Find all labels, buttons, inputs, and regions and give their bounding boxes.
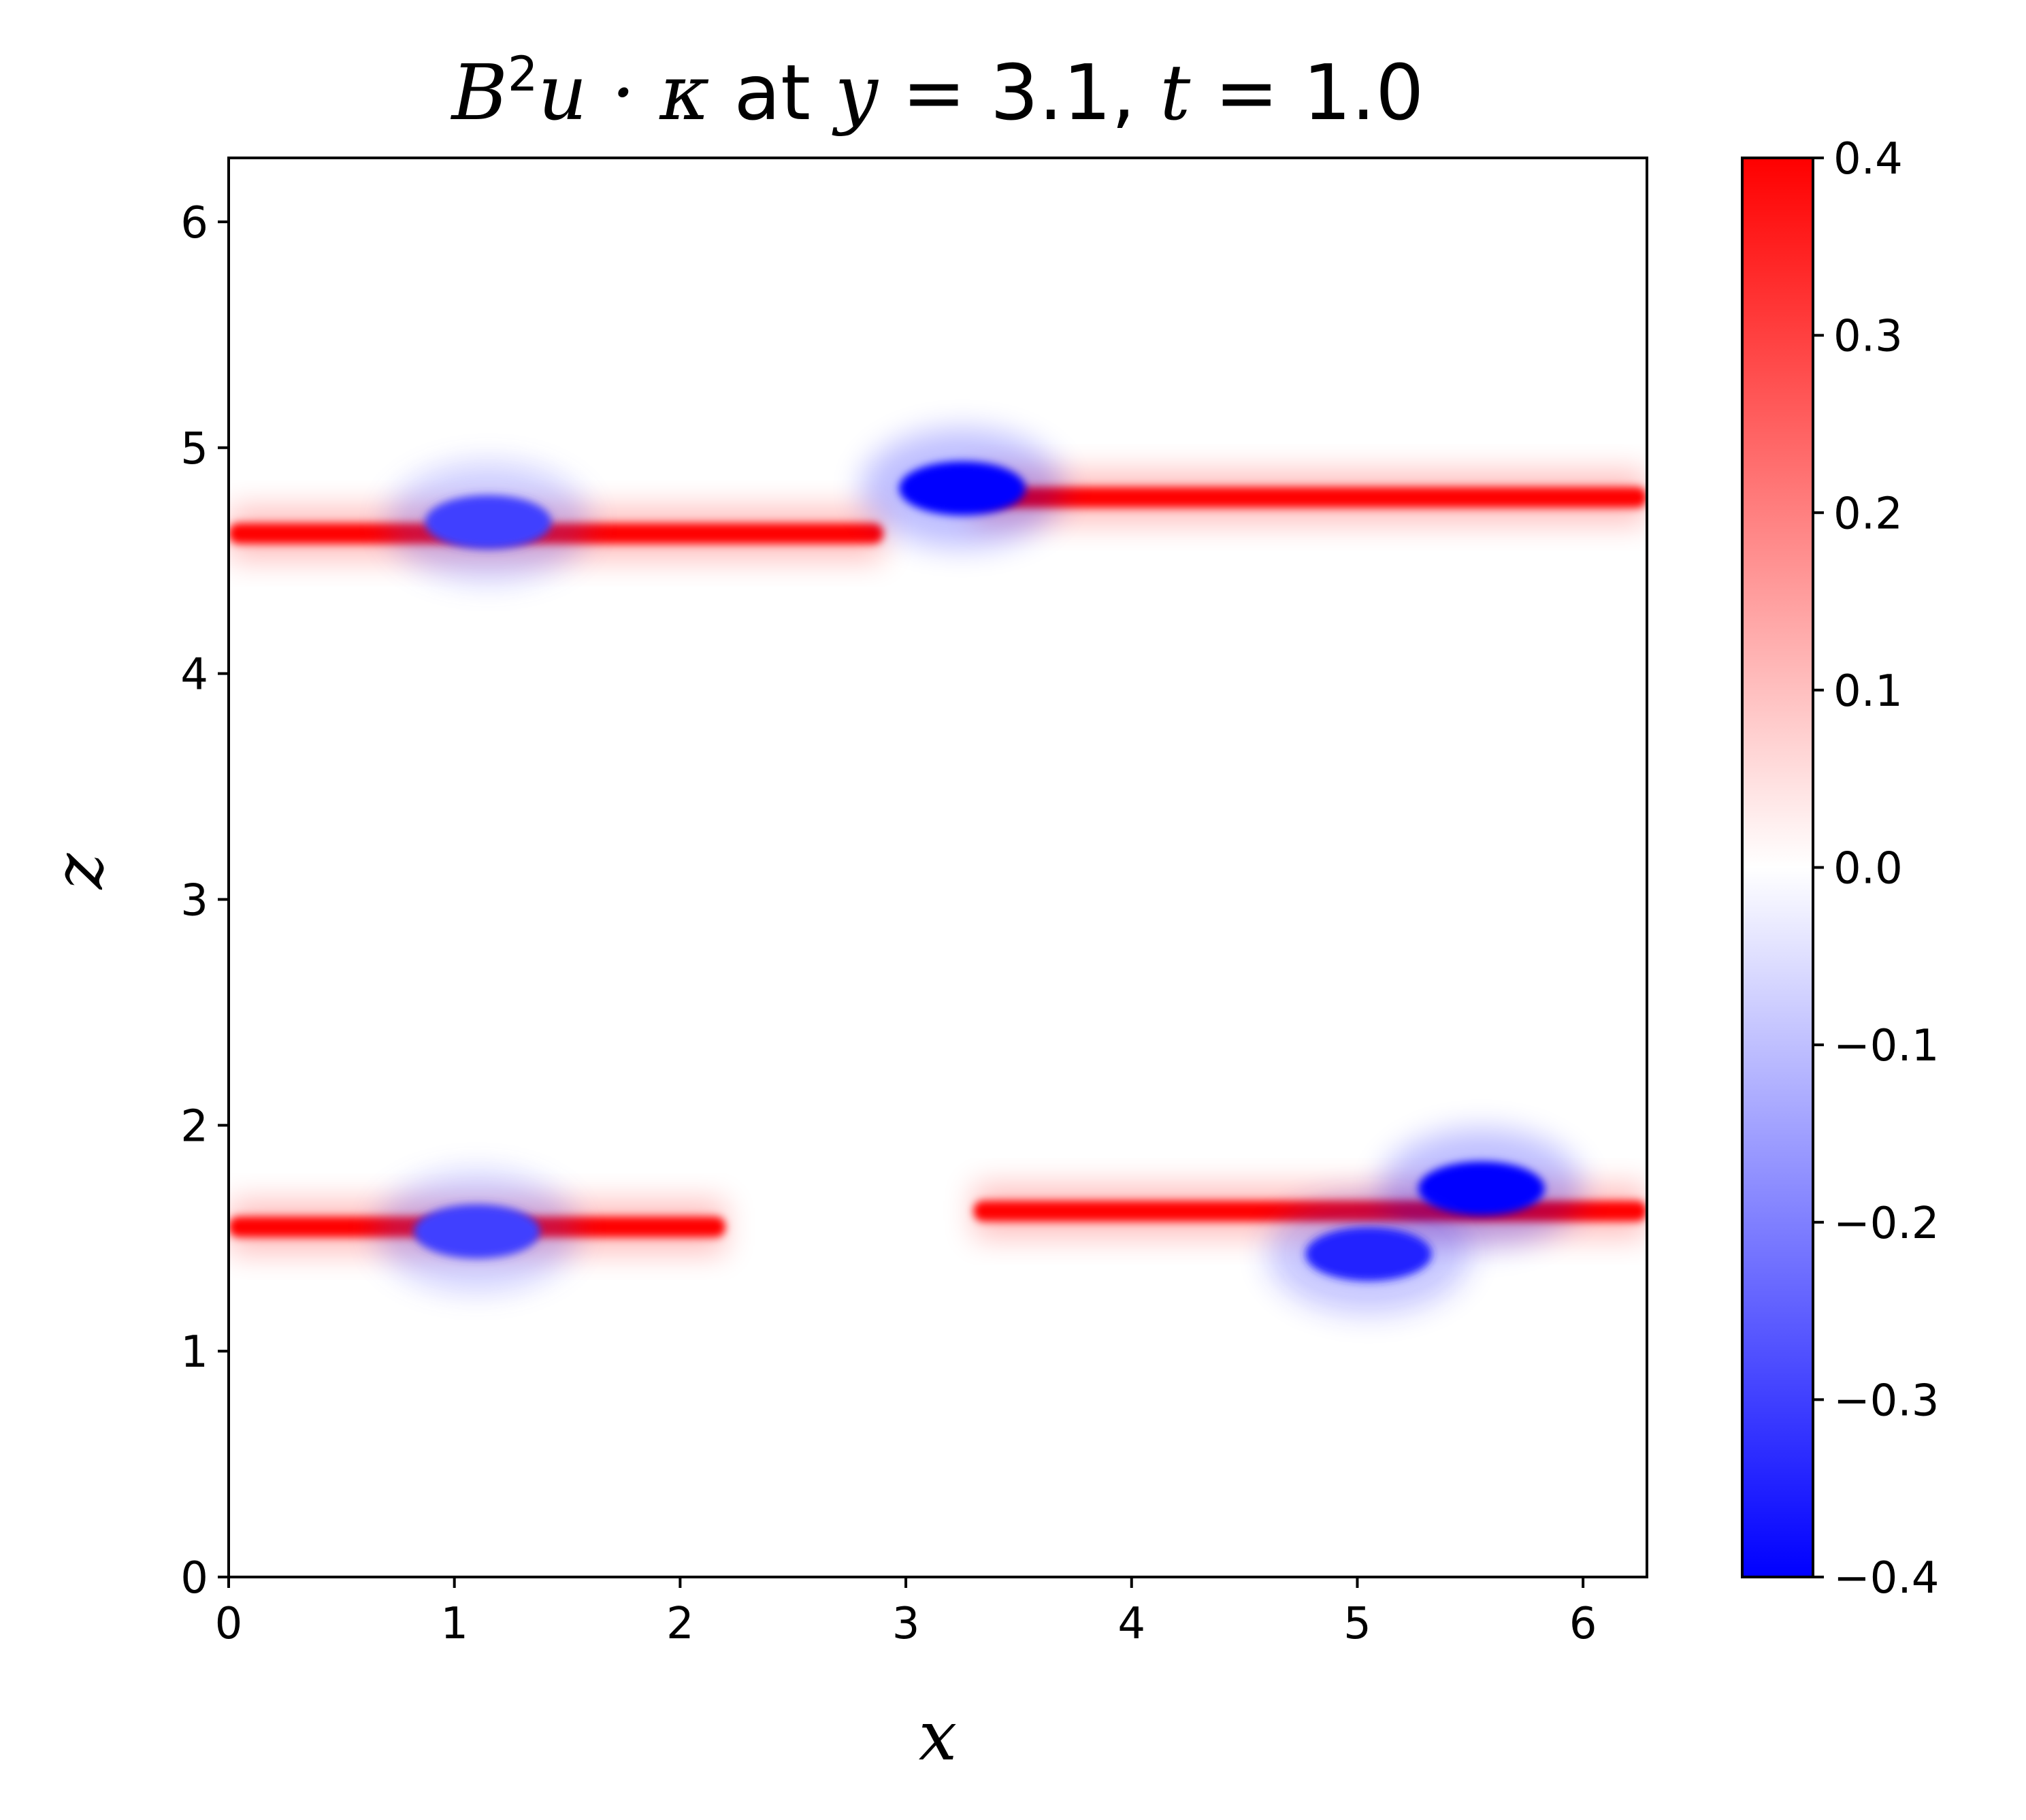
- chart-title: B2u · κ at y = 3.1, t = 1.0: [451, 46, 1424, 137]
- x-tick-label: 0: [215, 1599, 243, 1649]
- colorbar-tick-label: 0.4: [1833, 134, 1903, 184]
- x-tick-label: 2: [666, 1599, 694, 1649]
- field-blob: [1418, 1161, 1545, 1216]
- field-blob: [899, 461, 1026, 516]
- colorbar-tick-label: −0.4: [1833, 1553, 1939, 1604]
- colorbar-tick-label: 0.3: [1833, 312, 1903, 362]
- colorbar-tick-label: −0.2: [1833, 1199, 1939, 1249]
- plot-frame: [227, 157, 1648, 1578]
- y-tick-label: 5: [180, 424, 208, 474]
- colorbar-tick-label: 0.2: [1833, 489, 1903, 539]
- colorbar-tick-label: 0.0: [1833, 844, 1903, 894]
- colorbar-tick-label: 0.1: [1833, 666, 1903, 717]
- colorbar: 0.4 0.3 0.2 0.1 0.0 −0.1 −0.2 −0.3 −0.4: [1741, 134, 1939, 1604]
- colorbar-tick-label: −0.3: [1833, 1376, 1939, 1426]
- plot-area: [227, 157, 1648, 1578]
- y-tick-label: 0: [180, 1553, 208, 1604]
- x-axis: 0 1 2 3 4 5 6: [215, 1577, 1597, 1649]
- y-tick-label: 2: [180, 1101, 208, 1152]
- y-tick-label: 3: [180, 875, 208, 926]
- x-tick-label: 1: [440, 1599, 468, 1649]
- y-tick-label: 4: [180, 650, 208, 700]
- colorbar-ticks: 0.4 0.3 0.2 0.1 0.0 −0.1 −0.2 −0.3 −0.4: [1813, 134, 1939, 1604]
- x-tick-label: 6: [1569, 1599, 1597, 1649]
- x-tick-label: 5: [1343, 1599, 1371, 1649]
- plot-background: [229, 158, 1647, 1577]
- x-tick-label: 3: [892, 1599, 920, 1649]
- field-blob: [1305, 1226, 1432, 1282]
- heatmap-field: [229, 428, 1647, 1314]
- y-axis-label: z: [39, 852, 118, 890]
- colorbar-tick-label: −0.1: [1833, 1021, 1939, 1071]
- field-blob: [425, 495, 552, 550]
- field-blob: [413, 1204, 540, 1259]
- y-axis: 0 1 2 3 4 5 6: [180, 198, 229, 1604]
- y-tick-label: 1: [180, 1327, 208, 1378]
- x-axis-label: x: [919, 1696, 957, 1776]
- x-tick-label: 4: [1117, 1599, 1145, 1649]
- colorbar-gradient: [1741, 157, 1814, 1578]
- y-tick-label: 6: [180, 198, 208, 248]
- field-band: [973, 487, 1647, 508]
